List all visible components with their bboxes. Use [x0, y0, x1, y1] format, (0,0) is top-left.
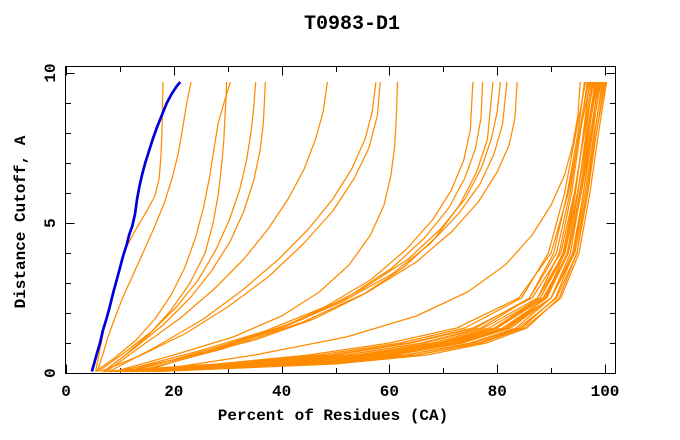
curve-model-38 — [125, 81, 607, 373]
curve-model-23 — [103, 81, 592, 373]
x-tick-label: 100 — [591, 383, 620, 401]
curve-model-01 — [94, 81, 164, 372]
curve-model-07 — [106, 81, 329, 373]
curve-model-13 — [114, 81, 494, 373]
curve-model-14 — [141, 81, 502, 373]
curve-model-19 — [109, 81, 587, 373]
x-axis-title: Percent of Residues (CA) — [217, 407, 449, 425]
curve-model-06 — [103, 81, 267, 372]
curve-model-09 — [100, 81, 381, 373]
curve-model-33 — [136, 81, 601, 373]
chart-title: T0983-D1 — [303, 13, 401, 36]
curve-model-17 — [146, 81, 581, 373]
curve-model-05 — [97, 81, 257, 373]
curve-model-12 — [130, 81, 484, 373]
curve-model-32 — [125, 81, 600, 373]
curve-model-04 — [103, 81, 228, 372]
curve-model-15 — [125, 81, 508, 373]
y-tick-label: 0 — [42, 368, 60, 378]
curve-model-16 — [135, 81, 518, 373]
y-tick-label: 5 — [42, 218, 60, 228]
curve-model-03 — [95, 81, 231, 373]
curve-model-37 — [141, 81, 606, 373]
curve-model-39 — [146, 81, 608, 373]
curve-model-30 — [114, 81, 599, 373]
x-tick-label: 80 — [488, 383, 507, 401]
y-tick-label: 10 — [42, 63, 60, 82]
curve-model-08 — [108, 81, 377, 373]
curve-model-34 — [119, 81, 602, 373]
x-tick-label: 20 — [164, 383, 183, 401]
curve-highlighted-model — [90, 81, 182, 372]
curve-model-10 — [114, 81, 399, 373]
curve-model-02 — [96, 81, 192, 372]
curve-model-26 — [109, 81, 595, 373]
curve-model-11 — [119, 81, 474, 373]
x-tick-label: 40 — [272, 383, 291, 401]
x-tick-label: 0 — [61, 383, 71, 401]
curve-model-36 — [130, 81, 605, 373]
x-tick-label: 60 — [380, 383, 399, 401]
